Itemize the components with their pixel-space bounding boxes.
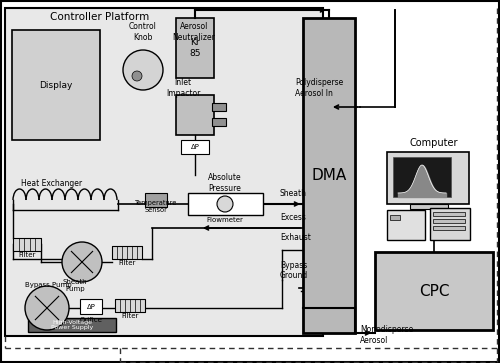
Bar xyxy=(430,208,470,240)
Text: High-Voltage
Power Supply: High-Voltage Power Supply xyxy=(51,319,93,330)
Text: ΔP: ΔP xyxy=(86,304,96,310)
Bar xyxy=(188,193,263,215)
Text: Display: Display xyxy=(40,81,72,90)
Text: Filter: Filter xyxy=(118,260,136,266)
Text: Filter: Filter xyxy=(18,252,36,258)
Text: Monodisperse
Aerosol: Monodisperse Aerosol xyxy=(360,325,413,345)
Text: Heat Exchanger: Heat Exchanger xyxy=(22,179,82,188)
Text: Computer: Computer xyxy=(410,138,458,148)
Text: Aerosol
Neutralizer: Aerosol Neutralizer xyxy=(172,22,216,42)
Bar xyxy=(433,219,465,223)
Text: DMA: DMA xyxy=(312,167,346,183)
Text: Kr
85: Kr 85 xyxy=(189,38,201,58)
Text: Ground: Ground xyxy=(280,270,308,280)
Bar xyxy=(433,226,465,230)
Text: Control
Knob: Control Knob xyxy=(129,22,157,42)
Bar xyxy=(176,95,214,135)
Bar xyxy=(393,157,451,197)
Text: CPC: CPC xyxy=(419,284,449,298)
Text: Bypass Pump: Bypass Pump xyxy=(24,282,72,288)
Text: Sheath: Sheath xyxy=(280,188,307,197)
Text: Excess: Excess xyxy=(280,213,306,223)
Bar xyxy=(390,215,400,220)
Text: Inlet
Impactor: Inlet Impactor xyxy=(166,78,200,98)
Circle shape xyxy=(25,286,69,330)
Text: Filter: Filter xyxy=(122,313,138,319)
Bar xyxy=(28,318,116,332)
Text: Flowmeter: Flowmeter xyxy=(206,217,244,223)
Text: Bypass: Bypass xyxy=(280,261,307,269)
Text: Controller Platform: Controller Platform xyxy=(50,12,150,22)
Circle shape xyxy=(132,71,142,81)
Circle shape xyxy=(217,196,233,212)
Bar xyxy=(12,30,100,140)
Text: ΔP: ΔP xyxy=(190,144,200,150)
Bar xyxy=(433,212,465,216)
Bar xyxy=(410,204,448,209)
Text: Exhaust: Exhaust xyxy=(280,233,311,242)
Bar xyxy=(212,118,226,126)
Circle shape xyxy=(123,50,163,90)
Text: Temperature
Sensor: Temperature Sensor xyxy=(135,200,177,213)
Bar xyxy=(13,238,41,251)
Text: Orifice: Orifice xyxy=(80,317,102,323)
Bar xyxy=(80,299,102,314)
Bar xyxy=(387,152,469,204)
Bar xyxy=(5,8,323,336)
Bar xyxy=(176,18,214,78)
Text: Sheath
Pump: Sheath Pump xyxy=(62,280,88,293)
Bar xyxy=(375,252,493,330)
Bar xyxy=(145,193,167,207)
Bar xyxy=(387,210,425,240)
Bar xyxy=(115,299,145,312)
Bar xyxy=(181,140,209,154)
Text: Polydisperse
Aerosol In: Polydisperse Aerosol In xyxy=(295,78,343,98)
Bar xyxy=(112,246,142,259)
Bar xyxy=(303,18,355,333)
Text: Absolute
Pressure: Absolute Pressure xyxy=(208,173,242,193)
Bar xyxy=(212,103,226,111)
Circle shape xyxy=(62,242,102,282)
